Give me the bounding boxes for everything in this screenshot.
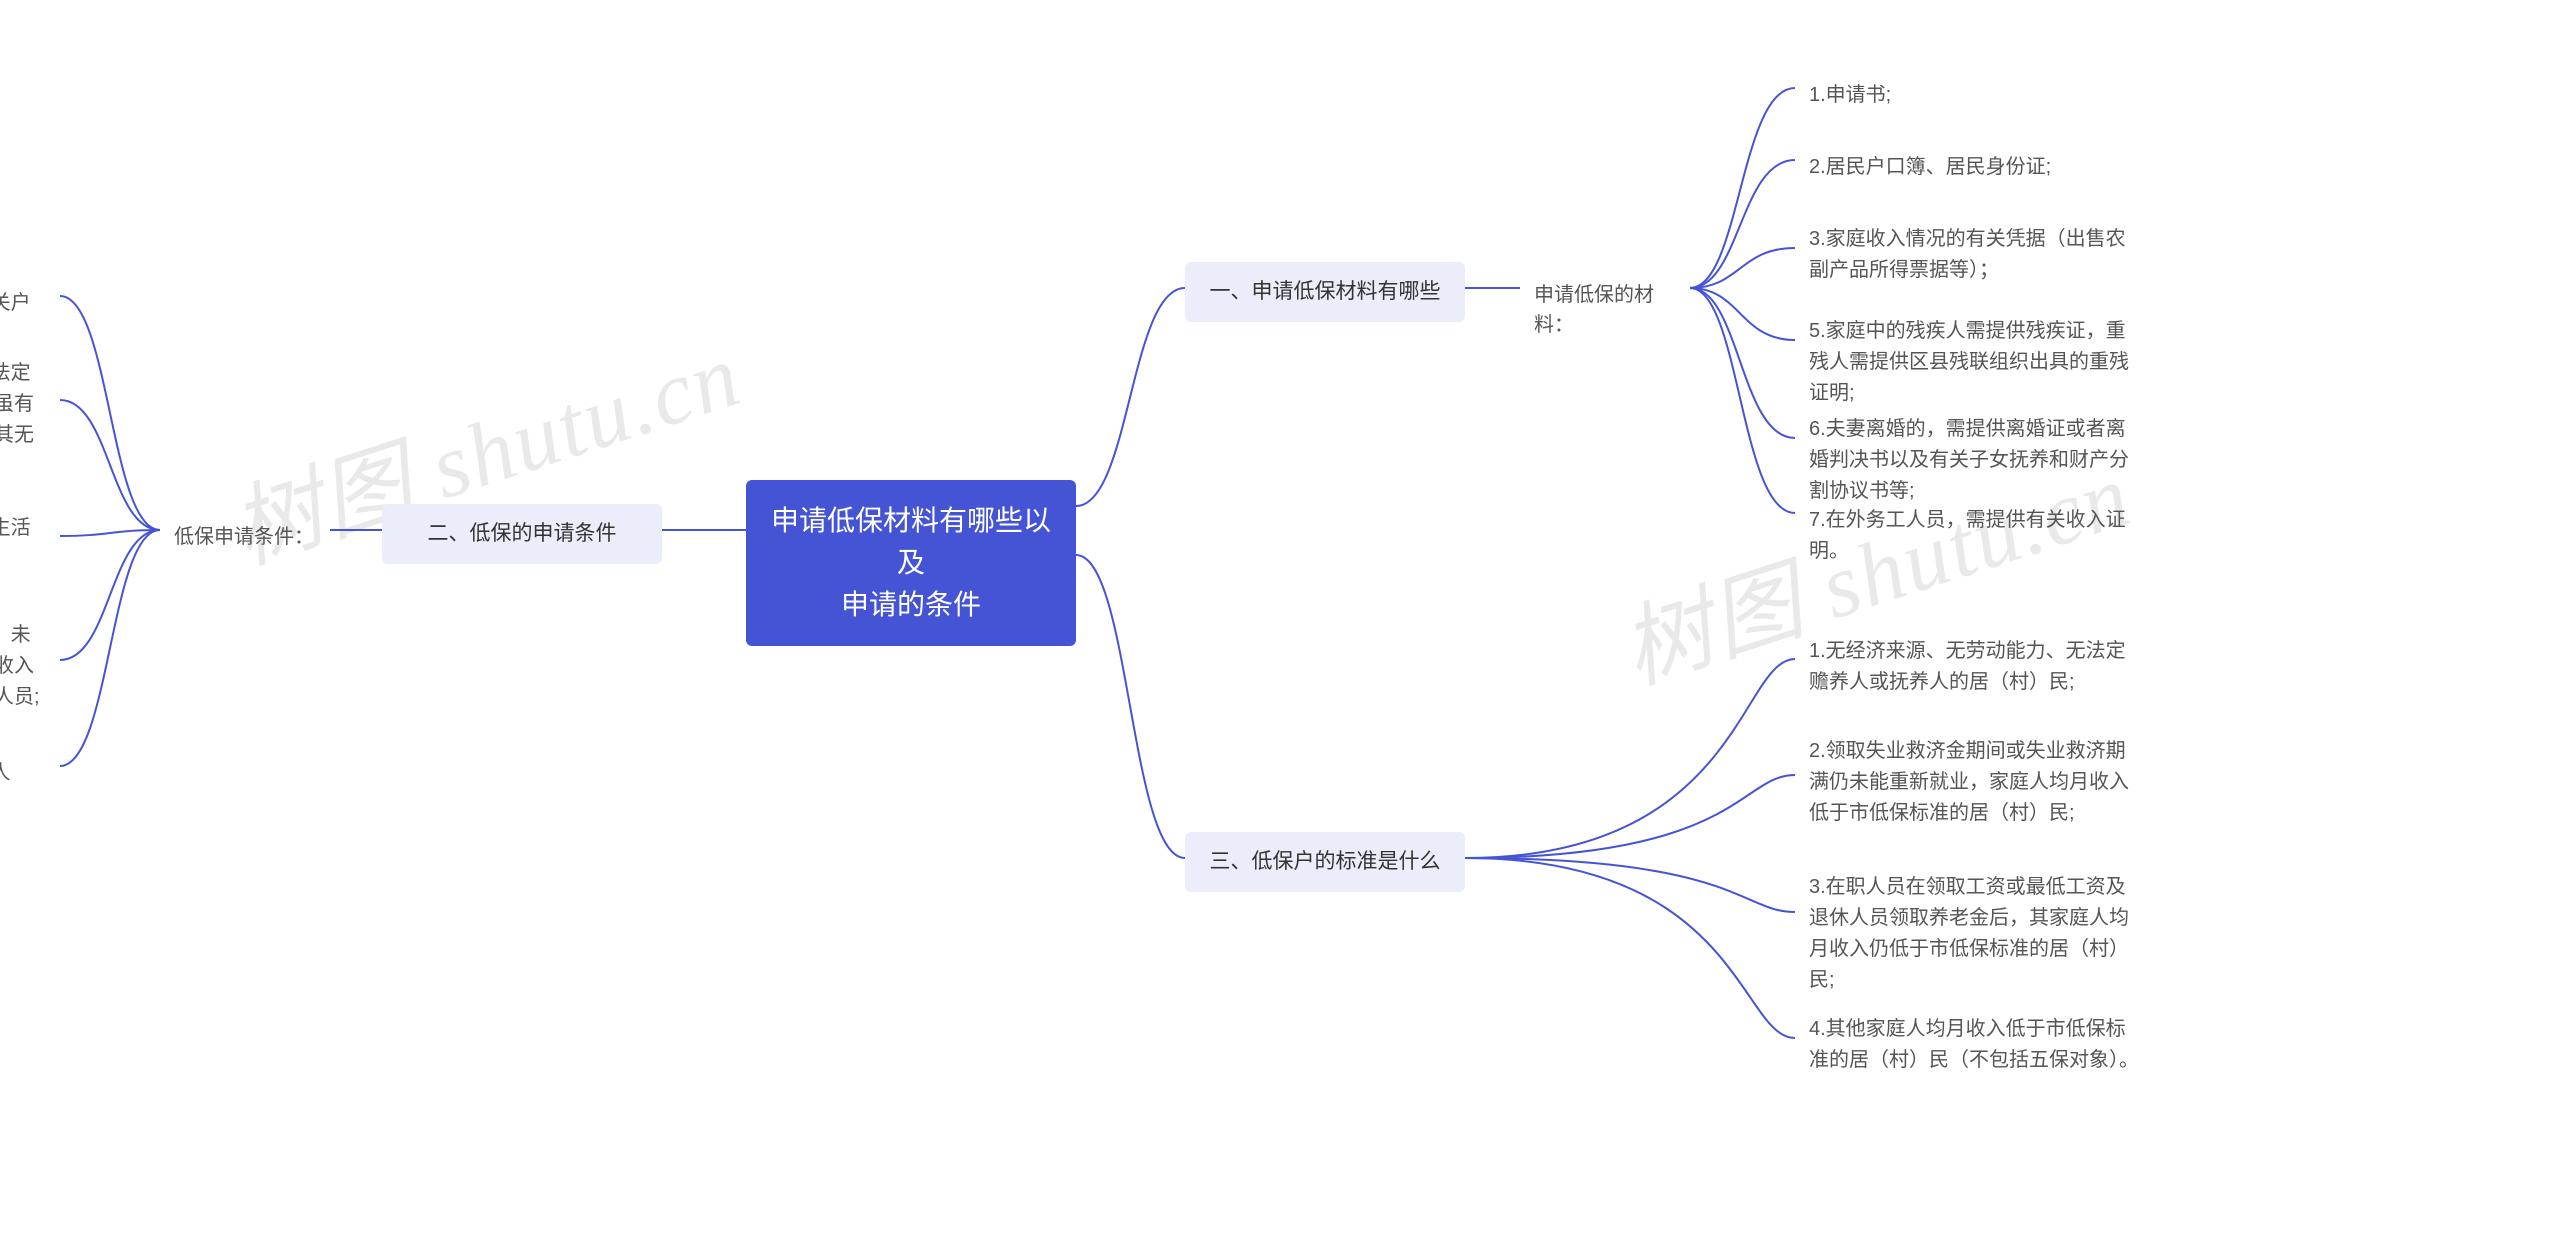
left-item: 4.刑满释放或解除劳动教养人员，未及时办理户口手续且家庭月人均收入低于本市当年本… — [0, 614, 60, 719]
branch-right-top-label: 一、申请低保材料有哪些 — [1210, 276, 1441, 308]
right-top-item: 7.在外务工人员，需提供有关收入证明。 — [1795, 499, 2155, 573]
right-bottom-item: 2.领取失业救济金期间或失业救济期满仍未能重新就业，家庭人均月收入低于市低保标准… — [1795, 730, 2155, 835]
left-sublabel: 低保申请条件： — [160, 516, 330, 558]
branch-left-label: 二、低保的申请条件 — [428, 518, 617, 550]
right-top-item: 2.居民户口簿、居民身份证; — [1795, 146, 2155, 189]
right-bottom-item: 1.无经济来源、无劳动能力、无法定赡养人或抚养人的居（村）民; — [1795, 630, 2155, 704]
right-top-item: 5.家庭中的残疾人需提供残疾证，重残人需提供区县残联组织出具的重残证明; — [1795, 310, 2155, 415]
branch-right-bottom-label: 三、低保户的标准是什么 — [1210, 846, 1441, 878]
right-bottom-item: 4.其他家庭人均月收入低于市低保标准的居（村）民（不包括五保对象）。 — [1795, 1008, 2155, 1082]
connectors-svg — [0, 0, 2560, 1239]
right-top-item: 1.申请书; — [1795, 74, 2155, 117]
left-item: 1.属于申请地户籍居民，持有相关户籍材料; — [0, 282, 60, 356]
branch-right-bottom: 三、低保户的标准是什么 — [1185, 832, 1465, 892]
root-label: 申请低保材料有哪些以及 申请的条件 — [768, 500, 1054, 626]
left-item: 5.其他符合享受低保待遇条件的人员。 — [0, 752, 60, 826]
left-item: 3.家庭月人均收入低于当地最低生活保障标准的居民; — [0, 507, 60, 581]
right-top-item: 6.夫妻离婚的，需提供离婚证或者离婚判决书以及有关子女抚养和财产分割协议书等; — [1795, 408, 2155, 513]
right-top-sublabel: 申请低保的材料： — [1520, 274, 1690, 346]
right-bottom-item: 3.在职人员在领取工资或最低工资及退休人员领取养老金后，其家庭人均月收入仍低于市… — [1795, 866, 2155, 1002]
left-item: 2.无生活来源，无劳动能力又无法定赡养人、扶养人或抚养人，以及虽有法定赡养人、扶… — [0, 352, 60, 488]
branch-left: 二、低保的申请条件 — [382, 504, 662, 564]
right-top-item: 3.家庭收入情况的有关凭据（出售农副产品所得票据等）； — [1795, 218, 2155, 292]
branch-right-top: 一、申请低保材料有哪些 — [1185, 262, 1465, 322]
mindmap-root: 申请低保材料有哪些以及 申请的条件 — [746, 480, 1076, 646]
